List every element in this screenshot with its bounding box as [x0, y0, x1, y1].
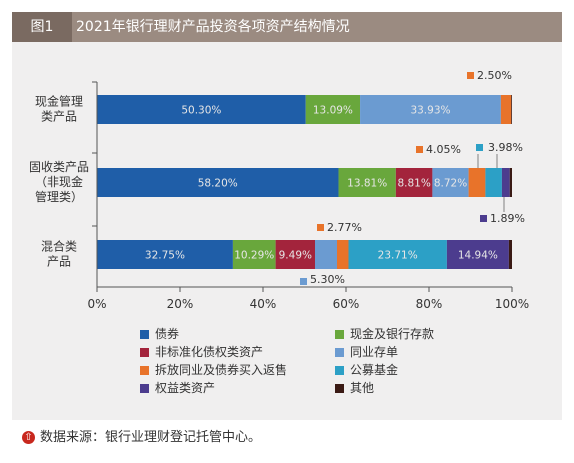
bar-segment [232, 240, 276, 269]
legend-swatch [140, 384, 149, 393]
data-label: 50.30% [181, 105, 221, 117]
legend-swatch [335, 348, 344, 357]
legend-label: 非标准化债权类资产 [155, 345, 263, 359]
arrow-up-circle-icon: ⇧ [22, 431, 35, 444]
legend-swatch [335, 366, 344, 375]
label-marker [476, 144, 483, 151]
legend-swatch [140, 366, 149, 375]
y-category-label: 类产品 [41, 110, 77, 124]
bar-segment [446, 240, 509, 269]
data-label: 58.20% [198, 178, 238, 190]
legend-label: 同业存单 [350, 345, 398, 359]
bar-segment [275, 240, 315, 269]
data-label: 10.29% [234, 250, 274, 262]
bar-segment [395, 168, 433, 197]
x-tick-label: 0% [87, 297, 106, 311]
data-label: 13.09% [313, 105, 353, 117]
x-tick-label: 20% [167, 297, 194, 311]
label-marker [300, 278, 307, 285]
data-label: 32.75% [145, 250, 185, 262]
x-tick-label: 40% [250, 297, 277, 311]
y-category-label: 管理类） [35, 189, 83, 204]
y-category-label: （非现金 [35, 174, 83, 189]
y-category-label: 混合类 [41, 239, 77, 254]
y-category-label: 现金管理 [35, 94, 83, 109]
data-label: 3.98% [488, 141, 523, 154]
data-label: 23.71% [378, 250, 418, 262]
data-label: 4.05% [426, 143, 461, 156]
data-label: 13.81% [347, 178, 387, 190]
bar-segment [432, 168, 469, 197]
y-category-label: 固收类产品 [29, 160, 89, 174]
label-marker [467, 72, 474, 79]
label-marker [416, 146, 423, 153]
bar-segment [305, 95, 361, 124]
data-label: 2.77% [327, 221, 362, 234]
x-tick-label: 80% [416, 297, 443, 311]
bar-segment [509, 168, 512, 197]
bar-segment [501, 168, 510, 197]
x-tick-label: 60% [333, 297, 360, 311]
figure-title-bar: 图1 2021年银行理财产品投资各项资产结构情况 [12, 12, 562, 42]
data-label: 8.81% [397, 178, 430, 190]
bar-segment [500, 95, 512, 124]
source-text: 数据来源：银行业理财登记托管中心。 [40, 430, 262, 445]
figure-title: 2021年银行理财产品投资各项资产结构情况 [76, 19, 350, 35]
bar-segment [97, 168, 339, 197]
data-label: 33.93% [410, 105, 450, 117]
label-marker [317, 224, 324, 231]
bar-segment [336, 240, 349, 269]
figure-number: 图1 [12, 12, 72, 42]
legend-label: 公募基金 [350, 362, 398, 377]
bar-segment [314, 240, 337, 269]
legend-swatch [140, 330, 149, 339]
data-label: 14.94% [458, 250, 498, 262]
legend-label: 债券 [155, 326, 179, 341]
data-label: 9.49% [279, 250, 312, 262]
bar-segment [360, 95, 501, 124]
label-marker [480, 215, 487, 222]
y-category-label: 产品 [47, 255, 71, 269]
bar-segment [338, 168, 396, 197]
legend-swatch [335, 330, 344, 339]
bar-segment [97, 240, 233, 269]
x-tick-label: 100% [495, 297, 529, 311]
data-label: 8.72% [434, 178, 467, 190]
legend-label: 现金及银行存款 [350, 326, 434, 341]
bar-segment [348, 240, 447, 269]
bar-segment [97, 95, 306, 124]
legend-label: 拆放同业及债券买入返售 [155, 362, 287, 377]
bar-segment [485, 168, 502, 197]
legend-swatch [140, 348, 149, 357]
data-label: 2.50% [477, 69, 512, 82]
bar-segment [511, 95, 512, 124]
legend-label: 其他 [350, 381, 374, 395]
bar-segment [508, 240, 512, 269]
legend-label: 权益类资产 [155, 381, 215, 395]
stacked-bar-chart: 50.30% 13.09% 33.93% 58.20% 13.81% 8.81% 8.72%… [29, 69, 529, 395]
legend-swatch [335, 384, 344, 393]
data-label: 1.89% [490, 212, 525, 225]
bar-segment [468, 168, 486, 197]
data-label: 5.30% [310, 273, 345, 286]
